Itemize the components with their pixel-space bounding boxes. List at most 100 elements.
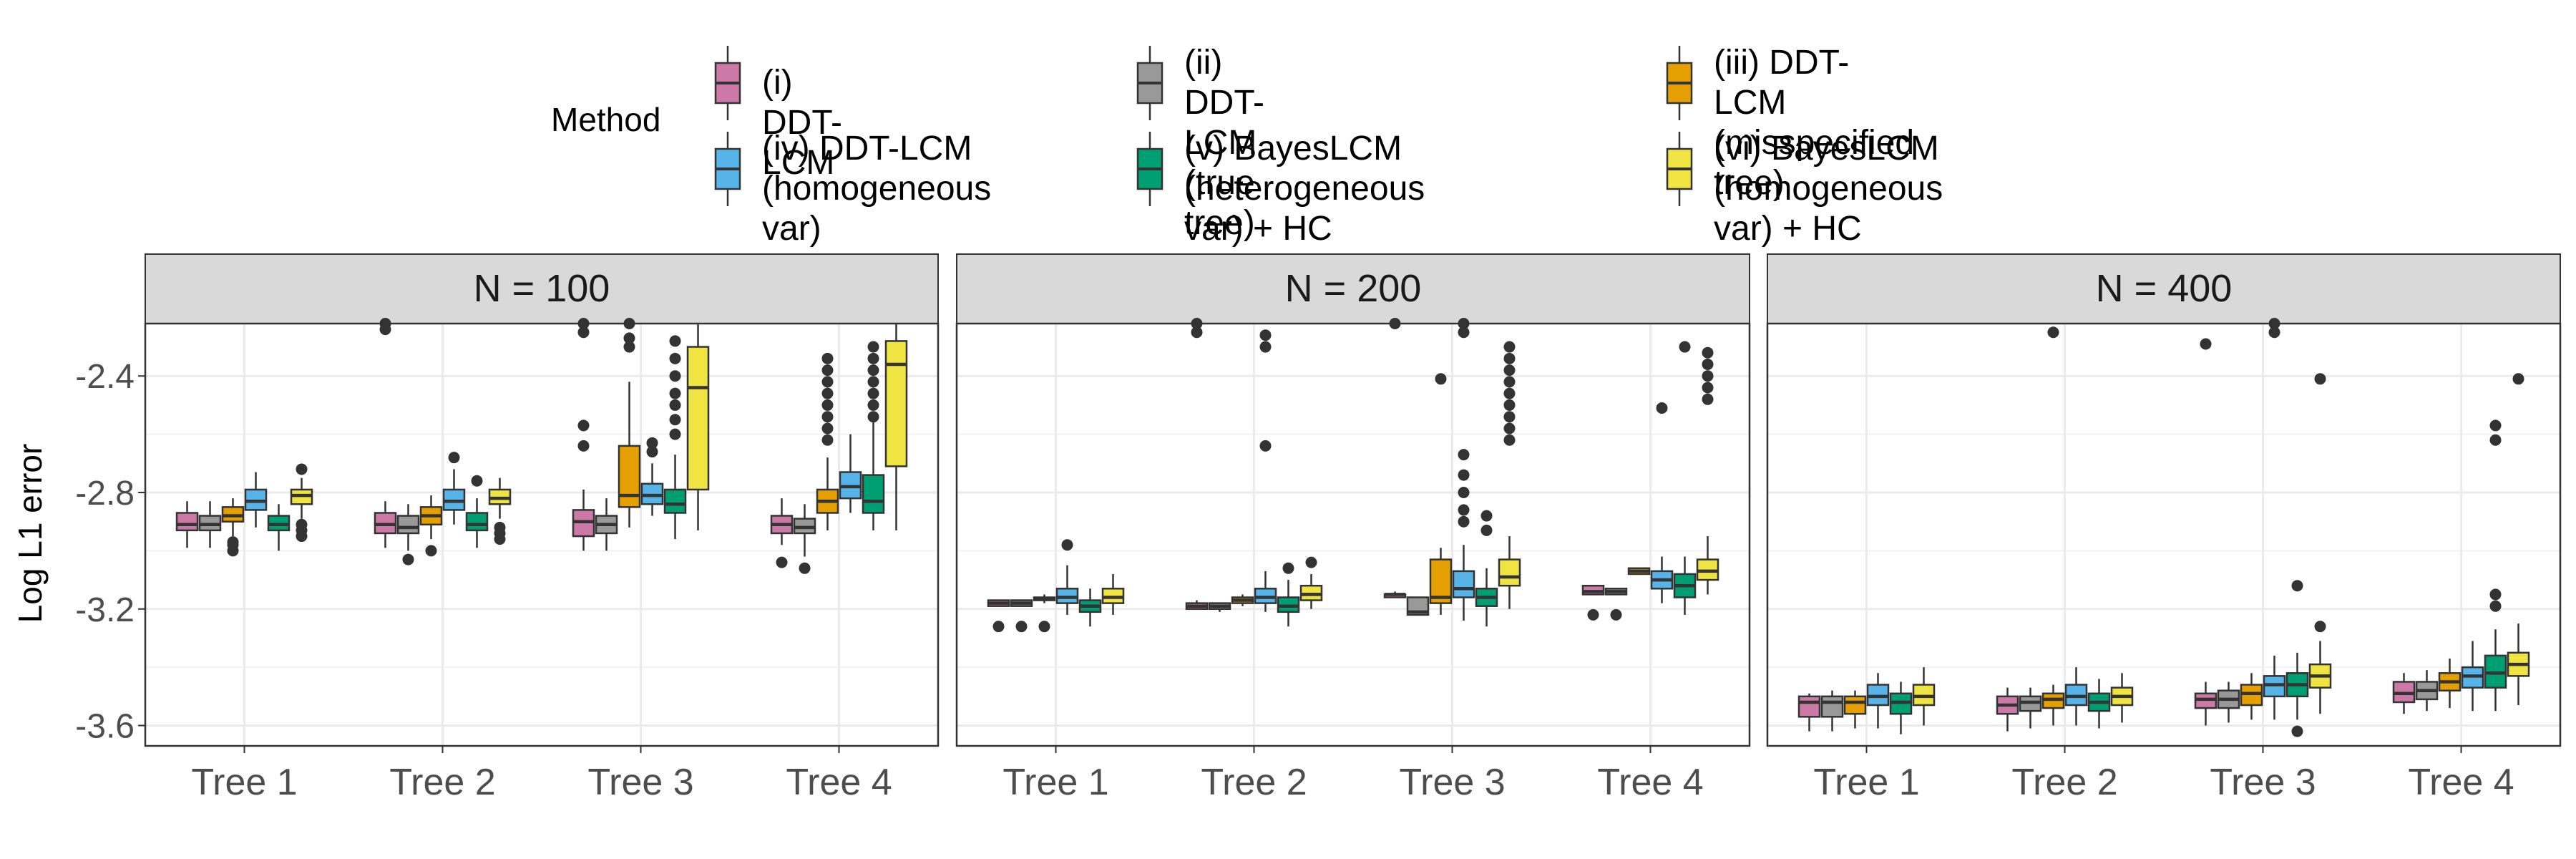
panel-background	[145, 324, 938, 746]
x-tick-label: Tree 3	[2210, 762, 2316, 803]
facet-strip	[956, 253, 1750, 324]
box-iii	[2041, 326, 2065, 726]
box-iv	[1650, 402, 1674, 603]
box-v	[1277, 562, 1300, 627]
facet-strip	[145, 253, 939, 324]
x-tick-label: Tree 3	[587, 762, 693, 803]
panel-border	[144, 322, 940, 747]
box-vi	[1696, 346, 1719, 595]
outlier-point	[2489, 419, 2502, 432]
box-ii	[1406, 596, 1430, 616]
box-iii	[1843, 690, 1867, 729]
box-iii	[1429, 373, 1453, 615]
outlier-point	[1702, 346, 1714, 359]
outlier-point	[577, 440, 590, 452]
outlier-point	[402, 553, 414, 566]
outlier-point	[992, 621, 1005, 633]
y-tick-label: -2.8	[75, 475, 135, 513]
box-iv	[2064, 667, 2088, 726]
outlier-point	[1503, 376, 1516, 388]
x-tick-label: Tree 2	[2011, 762, 2117, 803]
outlier-point	[2512, 373, 2524, 385]
outlier-point	[577, 419, 590, 432]
box-vi	[2110, 673, 2134, 723]
outlier-point	[646, 437, 658, 449]
box-v	[1673, 341, 1697, 615]
x-tick-label: Tree 4	[2408, 762, 2514, 803]
box-i	[175, 501, 199, 548]
outlier-point	[776, 556, 788, 568]
box-iqr	[465, 512, 489, 532]
box-iii	[1231, 594, 1254, 606]
outlier-point	[799, 562, 811, 574]
box-iv	[1866, 673, 1890, 729]
legend-label-line: (vi) BayesLCM	[1714, 130, 1939, 168]
box-vi	[884, 324, 908, 530]
box-iqr	[686, 346, 710, 491]
box-ii	[1208, 602, 1231, 612]
outlier-point	[227, 545, 239, 557]
legend-label: (i) DDT-LCM	[762, 63, 842, 183]
facet-title: N = 400	[2096, 267, 2233, 310]
x-tick-label: Tree 3	[1399, 762, 1505, 803]
outlier-point	[1015, 621, 1028, 633]
box-v	[2484, 419, 2507, 712]
outlier-point	[867, 352, 879, 364]
legend-key-iii	[1666, 46, 1693, 120]
legend-key-vi	[1666, 132, 1693, 206]
outlier-point	[1259, 341, 1272, 353]
outlier-point	[623, 332, 635, 344]
box-iii	[1033, 594, 1056, 633]
box-ii	[1820, 690, 1844, 732]
outlier-point	[1191, 326, 1203, 339]
outlier-point	[1656, 402, 1668, 414]
outlier-point	[867, 399, 879, 411]
box-iii	[2438, 658, 2462, 709]
box-ii	[396, 504, 420, 566]
legend: Method (i) DDT-LCM (ii) DDT-LCM (true tree…	[544, 29, 2261, 248]
outlier-point	[1503, 411, 1516, 423]
outlier-point	[1458, 326, 1470, 339]
legend-key-i	[714, 46, 741, 120]
box-iqr	[396, 515, 420, 535]
outlier-point	[471, 475, 483, 487]
outlier-point	[821, 422, 834, 435]
outlier-point	[1458, 469, 1470, 481]
box-v	[2087, 679, 2111, 729]
legend-label: (iii) DDT-LCM (misspecified tree)	[1714, 43, 1914, 203]
outlier-point	[867, 411, 879, 423]
outlier-point	[2291, 725, 2303, 737]
outlier-point	[1503, 422, 1516, 435]
box-vi	[1498, 341, 1521, 609]
box-i	[1581, 584, 1605, 621]
facet-panel: N = 200 Tree 1 Tree 2 Tree 3 Tree 4	[955, 253, 1751, 803]
outlier-point	[1702, 393, 1714, 405]
box-vi	[290, 463, 313, 543]
outlier-point	[1480, 510, 1493, 522]
outlier-point	[821, 376, 834, 388]
box-i	[1797, 693, 1821, 732]
box-iqr	[1843, 695, 1867, 715]
outlier-point	[821, 411, 834, 423]
outlier-point	[821, 387, 834, 399]
box-iii	[618, 318, 641, 528]
box-iqr	[1820, 695, 1844, 718]
legend-label-line: (heterogeneous var) + HC	[1184, 170, 1425, 248]
outlier-point	[1458, 515, 1470, 528]
outlier-point	[1503, 341, 1516, 353]
box-iii	[2240, 673, 2263, 720]
outlier-point	[669, 428, 681, 440]
box-v	[2285, 580, 2309, 737]
legend-label-line: (iii) DDT-LCM	[1714, 44, 1850, 122]
outlier-point	[577, 326, 590, 339]
box-vi	[686, 324, 710, 530]
box-vi	[2308, 373, 2332, 714]
outlier-point	[296, 463, 308, 475]
outlier-point	[669, 370, 681, 382]
y-tick-label: -3.2	[75, 591, 135, 629]
box-ii	[2217, 681, 2240, 723]
outlier-point	[669, 399, 681, 411]
box-v	[663, 335, 687, 540]
box-iv	[2461, 641, 2484, 712]
